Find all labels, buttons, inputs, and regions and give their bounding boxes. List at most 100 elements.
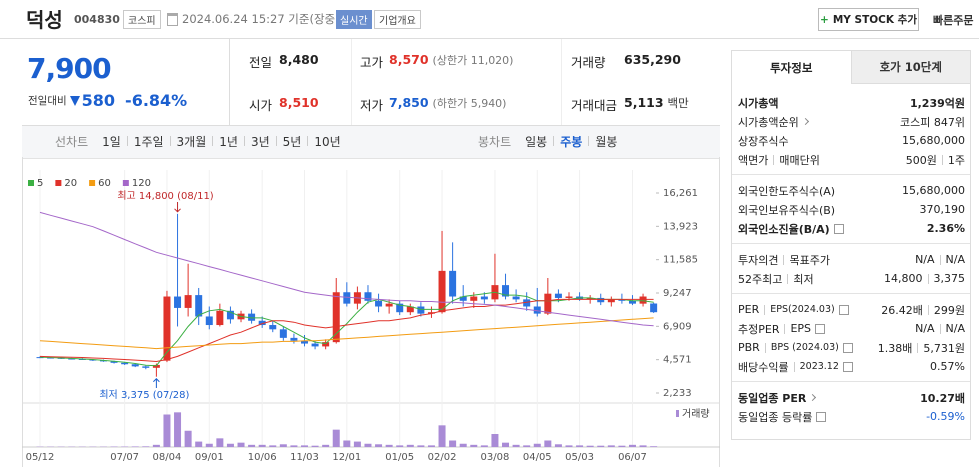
summary-label: 전일 [249,55,273,70]
y-tick-label: 16,261 [663,188,698,199]
summary-label: 시가 [249,98,273,113]
help-icon[interactable] [815,323,826,334]
candle-body [248,313,256,321]
volume-bar [406,444,414,447]
tab[interactable]: 10년 [314,134,341,149]
summary-divider [561,39,562,125]
tab[interactable]: 1주일 [133,134,164,149]
candle-body [502,285,510,297]
side-label: 추정PER EPS [738,321,826,337]
volume-bar [586,445,594,447]
tab[interactable]: 5년 [282,134,302,149]
label-separator [764,304,766,315]
volume-bar [343,440,351,447]
value-part: 500원 [905,153,937,167]
label-separator [773,154,775,165]
candle-body [68,358,76,360]
help-icon[interactable] [816,411,827,422]
candle-body [628,300,636,304]
candle-body [449,270,457,297]
candle-body [480,296,488,300]
y-tick-label: 6,909 [663,321,692,332]
candle-body [121,362,129,365]
tab[interactable]: 월봉 [595,134,618,149]
label-part: 외국인보유주식수(B) [738,203,836,217]
tab-separator [553,136,555,146]
y-tick-label: 2,233 [663,388,692,399]
x-tick-label: 10/06 [248,452,277,463]
side-label: 동일업종 등락률 [738,409,827,425]
volume-bar [364,443,372,447]
value-part: 코스피 847위 [900,115,965,129]
volume-legend-swatch [676,410,679,417]
tab-separator [126,136,128,146]
candle-body [639,296,647,304]
summary-label: 거래량 [571,55,606,70]
volume-bar [502,442,510,447]
candle-body [290,337,298,341]
mystock-button[interactable]: + MY STOCK 추가 [818,8,919,31]
value-part: 15,680,000 [902,134,965,147]
quick-order[interactable]: 빠른주문 [933,14,974,27]
summary-value-box: 8,570 (상한가 11,020) [389,52,513,68]
summary-note: (상한가 11,020) [432,54,514,67]
label-separator [764,342,766,353]
tab[interactable]: 3개월 [176,134,207,149]
help-icon[interactable] [833,223,844,234]
volume-bar [491,434,499,447]
volume-bar [332,429,340,447]
volume-bar [237,442,245,447]
volume-bar [639,445,647,447]
help-icon[interactable] [838,304,849,315]
value-part: 5,731원 [923,341,965,355]
x-tick-label: 04/05 [523,452,552,463]
ma-line [39,317,654,350]
realtime-badge[interactable]: 실시간 [336,10,372,29]
help-icon[interactable] [842,342,853,353]
tab-separator [275,136,277,146]
volume-bar [607,445,615,447]
tab[interactable]: 3년 [250,134,270,149]
volume-bar [131,446,139,447]
tab-separator [307,136,309,146]
legend-label: 120 [132,178,151,189]
side-tab[interactable]: 호가 10단계 [850,51,970,84]
volume-bar [597,445,605,447]
overview-button[interactable]: 기업개요 [374,10,421,29]
candle-body [216,310,224,326]
value-part: -0.59% [926,410,965,423]
label-separator [783,254,785,265]
datetime: 2024.06.24 15:27 기준(장중) [182,12,340,26]
summary-label: 거래대금 [571,98,618,113]
x-tick-label: 11/03 [290,452,319,463]
value-separator [939,254,941,265]
candle-body [322,342,330,347]
value-part: N/A [915,322,935,335]
change-label: 전일대비 [28,95,67,107]
market-badge: 코스피 [123,10,161,29]
side-tab[interactable]: 투자정보 [770,60,813,75]
value-part: 0.57% [930,360,965,373]
label-part: EPS [790,322,812,335]
side-value: 10.27배 [920,390,965,406]
label-part: 목표주가 [789,253,830,267]
tab[interactable]: 1년 [219,134,238,149]
volume-bar [449,440,457,447]
value-part: N/A [945,322,965,335]
summary-label: 저가 [360,98,384,113]
help-icon[interactable] [842,361,853,372]
side-group: 외국인한도주식수(A) 15,680,000 외국인보유주식수(B) 370,190 외… [732,174,970,243]
volume-bar [248,444,256,447]
side-row: 추정PER EPS N/A N/A [738,319,965,338]
x-tick-label: 07/07 [110,452,139,463]
value-part: 3,375 [933,272,966,285]
tab[interactable]: 1일 [102,134,121,149]
candle-body [226,310,234,320]
tab[interactable]: 주봉 [560,134,583,149]
y-tick-label: 9,247 [663,288,692,299]
summary-value-box: 635,290 [624,52,681,67]
tab[interactable]: 일봉 [525,134,548,149]
